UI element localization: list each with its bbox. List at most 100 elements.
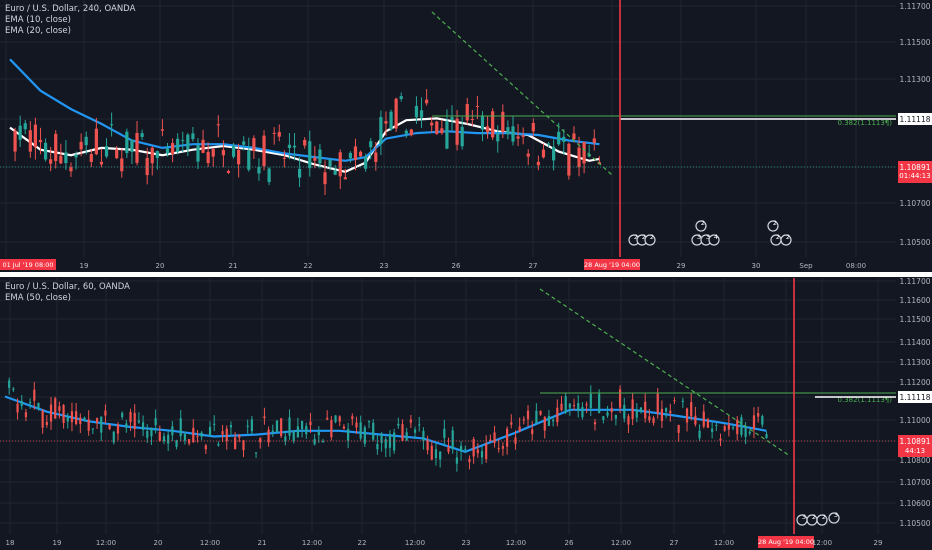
candle xyxy=(353,146,358,160)
candle xyxy=(418,424,421,426)
candle xyxy=(158,431,161,441)
candle xyxy=(506,127,510,135)
candle xyxy=(24,412,28,418)
candle xyxy=(208,426,212,436)
candle xyxy=(496,133,500,142)
candle xyxy=(765,434,768,439)
candle xyxy=(216,124,220,126)
event-icon xyxy=(816,514,828,526)
candle xyxy=(681,400,684,403)
candle xyxy=(165,148,170,154)
candle xyxy=(13,130,17,152)
candle xyxy=(226,171,231,173)
candle xyxy=(715,424,718,426)
bottom-panel: 0.382(1.1113¶)3 2 2 31.117001.116001.115001… xyxy=(0,277,932,550)
candle xyxy=(364,156,368,169)
top-ema10-label[interactable]: EMA (10, close) xyxy=(5,15,71,25)
event-count: 2 xyxy=(650,233,654,241)
time-tick-label: 12:00 xyxy=(812,539,832,547)
time-tick-label: 19 xyxy=(53,539,62,547)
candle xyxy=(271,430,274,433)
candle xyxy=(317,431,320,436)
candle xyxy=(744,428,747,437)
candle xyxy=(425,99,429,104)
event-marker: 2 xyxy=(695,219,707,232)
candle xyxy=(29,402,32,404)
candle xyxy=(342,426,346,429)
candle xyxy=(614,415,617,419)
candle xyxy=(238,435,241,438)
candle xyxy=(242,440,245,451)
candle xyxy=(95,418,99,424)
candle xyxy=(363,427,366,444)
candle xyxy=(130,139,134,152)
candle xyxy=(577,147,581,168)
candle xyxy=(221,431,224,435)
candle xyxy=(560,403,563,411)
event-count: 2 xyxy=(642,233,646,241)
candle xyxy=(120,158,124,172)
candle xyxy=(64,152,68,164)
candle xyxy=(690,402,693,417)
time-tick-label: 29 xyxy=(677,262,686,270)
candle xyxy=(201,139,205,153)
event-marker: 2 xyxy=(780,233,792,246)
candle xyxy=(150,427,153,437)
time-tick-label: 20 xyxy=(156,262,165,270)
candle xyxy=(752,415,756,430)
candle xyxy=(262,135,266,167)
top-symbol-title[interactable]: Euro / U.S. Dollar, 240, OANDA xyxy=(5,4,136,14)
candle xyxy=(384,121,388,124)
candle xyxy=(196,145,200,162)
event-count: 3 xyxy=(697,233,701,241)
candle xyxy=(200,432,203,437)
candle xyxy=(49,159,53,164)
candle xyxy=(333,170,337,175)
time-axis-bg xyxy=(0,535,932,550)
candle xyxy=(723,426,726,431)
time-axis-bg xyxy=(0,258,932,272)
candle xyxy=(49,404,53,422)
grid xyxy=(0,0,896,257)
candle xyxy=(435,121,439,134)
candle xyxy=(552,146,556,161)
bottom-ema50-label[interactable]: EMA (50, close) xyxy=(5,293,71,303)
candle xyxy=(150,147,154,164)
candle xyxy=(577,403,580,412)
candle xyxy=(66,416,69,422)
time-tick-label: 23 xyxy=(462,539,471,547)
top-ema20-label[interactable]: EMA (20, close) xyxy=(5,26,71,36)
candle xyxy=(75,411,78,425)
candle xyxy=(328,159,332,167)
candle xyxy=(660,408,664,421)
candle xyxy=(656,393,659,414)
candle xyxy=(45,422,48,426)
candle xyxy=(497,448,500,450)
candle xyxy=(234,437,237,450)
candle xyxy=(225,428,228,441)
candle xyxy=(439,451,442,460)
candle xyxy=(536,161,540,166)
candle xyxy=(79,141,83,150)
candle xyxy=(480,451,484,458)
candle xyxy=(18,125,22,140)
candle xyxy=(154,417,157,426)
candle xyxy=(472,439,475,457)
event-icon xyxy=(695,220,707,232)
candle xyxy=(526,153,530,157)
top-panel-legend: Euro / U.S. Dollar, 240, OANDA EMA (10, … xyxy=(5,4,135,37)
candle xyxy=(562,136,566,142)
candle xyxy=(89,154,93,162)
candle xyxy=(639,407,643,412)
bottom-symbol-title[interactable]: Euro / U.S. Dollar, 60, OANDA xyxy=(5,282,130,292)
candle xyxy=(468,458,471,463)
event-count: 2 xyxy=(822,513,826,521)
candle xyxy=(267,168,271,183)
time-tick-label: 21 xyxy=(229,262,238,270)
candle xyxy=(430,122,434,126)
candle xyxy=(41,411,44,428)
candle xyxy=(38,139,43,143)
event-count: 3 xyxy=(706,233,710,241)
